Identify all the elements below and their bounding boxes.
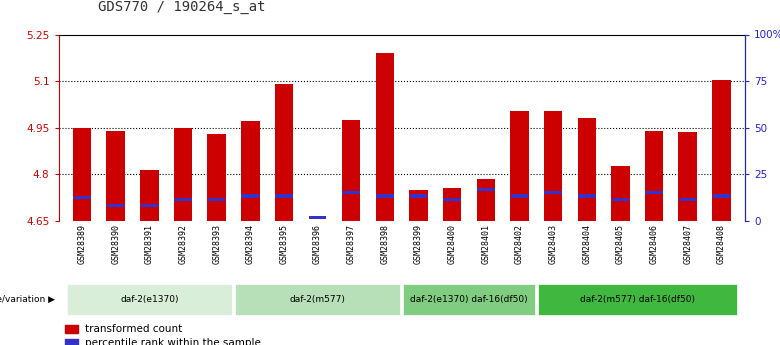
Bar	[510, 111, 529, 221]
Bar	[645, 131, 663, 221]
Text: GSM28400: GSM28400	[448, 224, 456, 264]
Text: daf-2(m577): daf-2(m577)	[289, 295, 346, 304]
Bar	[713, 195, 730, 198]
Bar	[410, 195, 427, 198]
Text: GSM28403: GSM28403	[548, 224, 558, 264]
Bar	[140, 204, 158, 207]
Bar	[612, 167, 629, 221]
Bar	[612, 198, 629, 201]
Bar	[309, 216, 326, 219]
Bar	[106, 131, 125, 221]
Text: GSM28401: GSM28401	[481, 224, 491, 264]
Bar	[207, 134, 226, 221]
Bar	[544, 191, 562, 195]
Text: GSM28405: GSM28405	[616, 224, 625, 264]
Text: GSM28391: GSM28391	[145, 224, 154, 264]
Bar	[376, 53, 394, 221]
Bar	[207, 198, 225, 201]
Bar	[376, 195, 394, 198]
Bar	[342, 191, 360, 195]
Text: GSM28395: GSM28395	[279, 224, 289, 264]
Bar	[712, 80, 731, 221]
Text: daf-2(e1370) daf-16(df50): daf-2(e1370) daf-16(df50)	[410, 295, 528, 304]
Bar	[577, 118, 596, 221]
Bar	[107, 204, 125, 207]
Bar	[242, 195, 259, 198]
Text: GSM28396: GSM28396	[313, 224, 322, 264]
Text: GSM28397: GSM28397	[347, 224, 356, 264]
Text: GSM28398: GSM28398	[381, 224, 389, 264]
Bar	[679, 198, 697, 201]
Bar	[544, 111, 562, 221]
Text: GDS770 / 190264_s_at: GDS770 / 190264_s_at	[98, 0, 265, 14]
FancyBboxPatch shape	[67, 284, 232, 315]
Bar	[73, 196, 90, 199]
Bar	[241, 121, 260, 221]
Bar	[66, 339, 78, 345]
Text: GSM28393: GSM28393	[212, 224, 222, 264]
Bar	[477, 179, 495, 221]
Bar	[443, 198, 461, 201]
Text: GSM28406: GSM28406	[650, 224, 658, 264]
FancyBboxPatch shape	[403, 284, 535, 315]
Text: GSM28390: GSM28390	[112, 224, 120, 264]
Text: GSM28407: GSM28407	[683, 224, 692, 264]
Text: GSM28408: GSM28408	[717, 224, 726, 264]
Bar	[66, 325, 78, 333]
Text: percentile rank within the sample: percentile rank within the sample	[84, 338, 261, 345]
Bar	[443, 188, 462, 221]
Bar	[174, 128, 192, 221]
Text: daf-2(e1370): daf-2(e1370)	[120, 295, 179, 304]
Bar	[73, 128, 91, 221]
Text: daf-2(m577) daf-16(df50): daf-2(m577) daf-16(df50)	[580, 295, 695, 304]
FancyBboxPatch shape	[235, 284, 400, 315]
Bar	[140, 170, 158, 221]
Bar	[174, 198, 192, 201]
FancyBboxPatch shape	[538, 284, 736, 315]
Text: GSM28402: GSM28402	[515, 224, 524, 264]
Bar	[275, 84, 293, 221]
Bar	[342, 120, 360, 221]
Text: genotype/variation ▶: genotype/variation ▶	[0, 295, 55, 304]
Bar	[511, 195, 528, 198]
Bar	[645, 191, 663, 195]
Text: transformed count: transformed count	[84, 324, 182, 334]
Text: GSM28404: GSM28404	[582, 224, 591, 264]
Text: GSM28389: GSM28389	[77, 224, 87, 264]
Text: GSM28394: GSM28394	[246, 224, 255, 264]
Bar	[679, 132, 697, 221]
Bar	[477, 188, 495, 191]
Bar	[410, 190, 427, 221]
Bar	[275, 195, 292, 198]
Bar	[578, 195, 596, 198]
Text: GSM28399: GSM28399	[414, 224, 423, 264]
Text: GSM28392: GSM28392	[179, 224, 187, 264]
